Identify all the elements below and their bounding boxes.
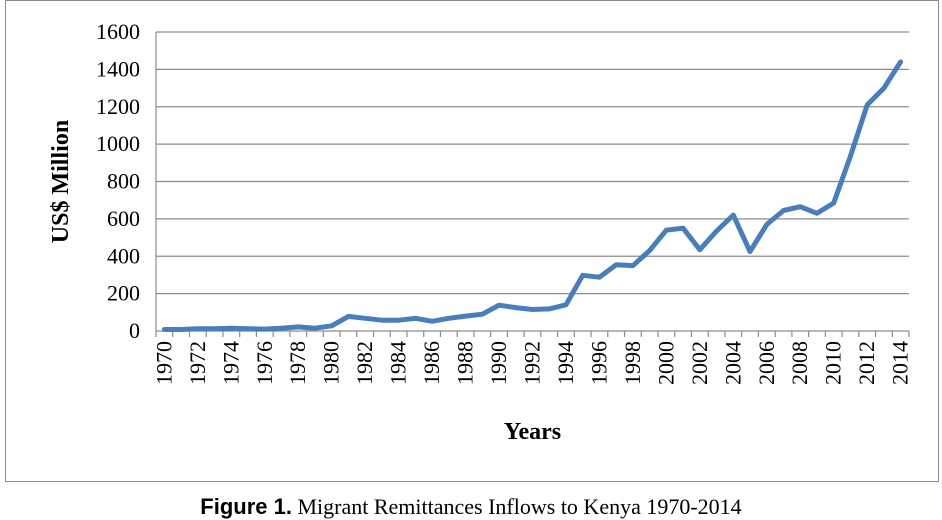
y-tick-label: 400: [107, 243, 140, 268]
x-tick-label: 1990: [486, 341, 511, 385]
figure-caption: Figure 1. Migrant Remittances Inflows to…: [0, 494, 942, 520]
y-axis-title: US$ Million: [48, 120, 74, 243]
x-axis-title: Years: [504, 419, 561, 445]
y-tick-label: 1000: [96, 131, 140, 156]
x-tick-label: 1970: [151, 341, 176, 385]
y-tick-label: 1200: [96, 94, 140, 119]
y-tick-label: 0: [129, 318, 140, 343]
x-tick-label: 1998: [620, 341, 645, 385]
series-lines: [161, 59, 904, 332]
x-tick-label: 1984: [386, 341, 411, 385]
x-tick-label: 1976: [252, 341, 277, 385]
x-tick-label: 1974: [218, 341, 243, 385]
y-tick-labels: 0 200 400 600 800 1000 1200 1400 1600: [96, 19, 140, 343]
gridlines: [155, 31, 910, 337]
x-tick-label: 2014: [888, 341, 913, 385]
x-tick-label: 1982: [352, 341, 377, 385]
x-tick-label: 1988: [453, 341, 478, 385]
x-tick-label: 2012: [854, 341, 879, 385]
figure-caption-label: Figure 1.: [200, 494, 292, 519]
x-tick-labels: 1970 1972 1974 1976 1978 1980 1982 1984 1986 1988…: [151, 341, 912, 385]
x-tick-label: 1972: [185, 341, 210, 385]
x-tick-label: 2004: [720, 341, 745, 385]
chart-frame: 0 200 400 600 800 1000 1200 1400 1600 1970 1972 19…: [5, 0, 939, 482]
y-tick-label: 600: [107, 206, 140, 231]
y-tick-label: 200: [107, 281, 140, 306]
x-tick-label: 1994: [553, 341, 578, 385]
x-tick-label: 1980: [319, 341, 344, 385]
x-tick-label: 1992: [520, 341, 545, 385]
x-tick-label: 2006: [754, 341, 779, 385]
x-tick-label: 2002: [687, 341, 712, 385]
x-tick-label: 2000: [653, 341, 678, 385]
x-tick-label: 2008: [787, 341, 812, 385]
y-tick-label: 1400: [96, 56, 140, 81]
x-tick-label: 1986: [419, 341, 444, 385]
y-tick-label: 1600: [96, 19, 140, 44]
x-tick-label: 1996: [586, 341, 611, 385]
figure-caption-text: Migrant Remittances Inflows to Kenya 197…: [297, 494, 742, 519]
series-line: [161, 59, 904, 332]
y-tick-label: 800: [107, 169, 140, 194]
x-tick-label: 2010: [821, 341, 846, 385]
x-tick-label: 1978: [285, 341, 310, 385]
